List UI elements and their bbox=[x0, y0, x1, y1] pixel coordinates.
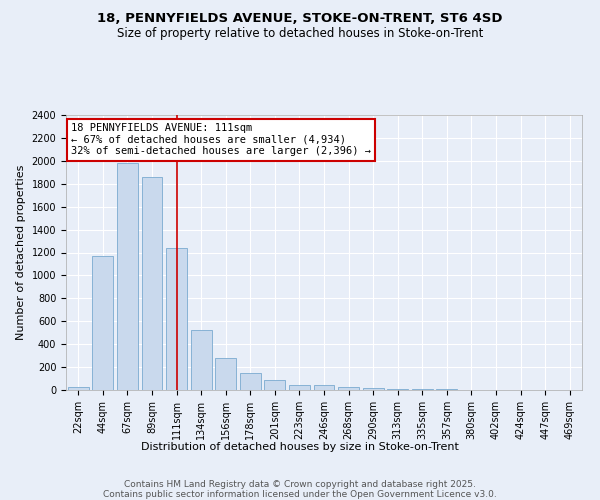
Bar bbox=[215, 358, 236, 390]
Bar bbox=[265, 380, 286, 390]
Bar bbox=[240, 373, 261, 390]
Text: 18 PENNYFIELDS AVENUE: 111sqm
← 67% of detached houses are smaller (4,934)
32% o: 18 PENNYFIELDS AVENUE: 111sqm ← 67% of d… bbox=[71, 123, 371, 156]
Bar bbox=[68, 387, 89, 390]
Bar bbox=[117, 163, 138, 390]
Bar bbox=[387, 389, 408, 390]
Text: Distribution of detached houses by size in Stoke-on-Trent: Distribution of detached houses by size … bbox=[141, 442, 459, 452]
Bar bbox=[92, 256, 113, 390]
Bar bbox=[142, 177, 163, 390]
Text: 18, PENNYFIELDS AVENUE, STOKE-ON-TRENT, ST6 4SD: 18, PENNYFIELDS AVENUE, STOKE-ON-TRENT, … bbox=[97, 12, 503, 26]
Bar bbox=[289, 385, 310, 390]
Bar bbox=[338, 388, 359, 390]
Bar bbox=[314, 385, 334, 390]
Bar bbox=[362, 388, 383, 390]
Bar bbox=[166, 248, 187, 390]
Bar bbox=[191, 330, 212, 390]
Text: Contains HM Land Registry data © Crown copyright and database right 2025.
Contai: Contains HM Land Registry data © Crown c… bbox=[103, 480, 497, 500]
Y-axis label: Number of detached properties: Number of detached properties bbox=[16, 165, 26, 340]
Text: Size of property relative to detached houses in Stoke-on-Trent: Size of property relative to detached ho… bbox=[117, 28, 483, 40]
